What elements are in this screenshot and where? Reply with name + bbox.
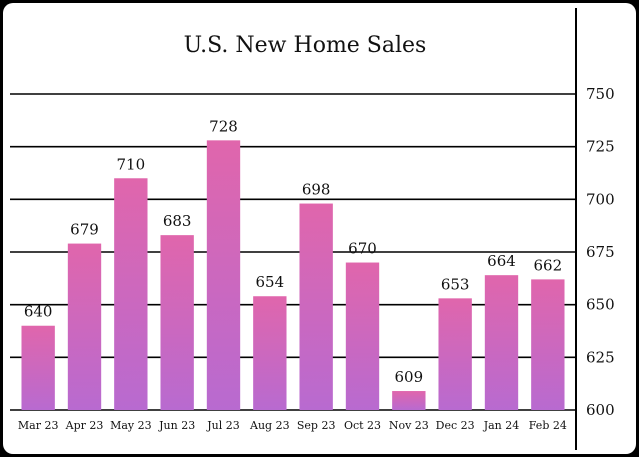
y-tick-label: 750 (586, 85, 615, 103)
value-label: 609 (395, 368, 424, 386)
y-tick-label: 675 (586, 243, 615, 261)
y-tick-labels: 600 625 650 675 700 725 750 (586, 85, 615, 419)
bars (21, 140, 565, 410)
y-tick-label: 700 (586, 190, 615, 208)
bar-mar-23 (21, 325, 55, 410)
bar-nov-23 (392, 391, 426, 410)
value-label: 728 (209, 117, 238, 135)
x-tick-labels: Mar 23 Apr 23 May 23 Jun 23 Jul 23 Aug 23 Sep … (18, 419, 567, 432)
x-tick-label: Nov 23 (389, 419, 429, 432)
x-tick-label: Dec 23 (436, 419, 475, 432)
bar-jan-24 (484, 275, 519, 410)
y-tick-label: 600 (586, 401, 615, 419)
bar-apr-23 (67, 243, 102, 410)
value-label: 710 (117, 155, 146, 173)
x-tick-label: Apr 23 (65, 419, 104, 432)
bar-jul-23 (206, 140, 241, 410)
bar-jun-23 (160, 235, 194, 410)
value-label: 664 (487, 252, 516, 270)
value-labels: 640 679 710 683 728 654 698 670 609 653 664 662 (24, 117, 562, 386)
bar-feb-24 (531, 279, 565, 410)
value-label: 640 (24, 303, 53, 321)
x-tick-label: Mar 23 (18, 419, 59, 432)
value-label: 670 (348, 240, 377, 258)
value-label: 662 (534, 256, 563, 274)
value-label: 653 (441, 275, 470, 293)
value-label: 654 (256, 273, 285, 291)
x-tick-label: Jun 23 (158, 419, 195, 432)
value-label: 679 (70, 221, 99, 239)
x-tick-label: Oct 23 (344, 419, 381, 432)
x-tick-label: Sep 23 (297, 419, 336, 432)
x-tick-label: Jul 23 (206, 419, 240, 432)
y-tick-label: 650 (586, 296, 615, 314)
x-tick-label: Aug 23 (249, 419, 290, 432)
y-tick-label: 725 (586, 138, 615, 156)
x-tick-label: Feb 24 (529, 419, 567, 432)
bar-may-23 (114, 178, 148, 410)
x-tick-label: Jan 24 (483, 419, 520, 432)
gridlines (10, 93, 576, 411)
value-label: 683 (163, 212, 192, 230)
x-tick-label: May 23 (110, 419, 152, 432)
bar-dec-23 (438, 298, 472, 410)
value-label: 698 (302, 181, 331, 199)
bar-aug-23 (253, 296, 287, 410)
y-tick-label: 625 (586, 348, 615, 366)
bar-sep-23 (299, 203, 333, 410)
bar-oct-23 (345, 262, 380, 410)
chart-title: U.S. New Home Sales (184, 33, 427, 58)
